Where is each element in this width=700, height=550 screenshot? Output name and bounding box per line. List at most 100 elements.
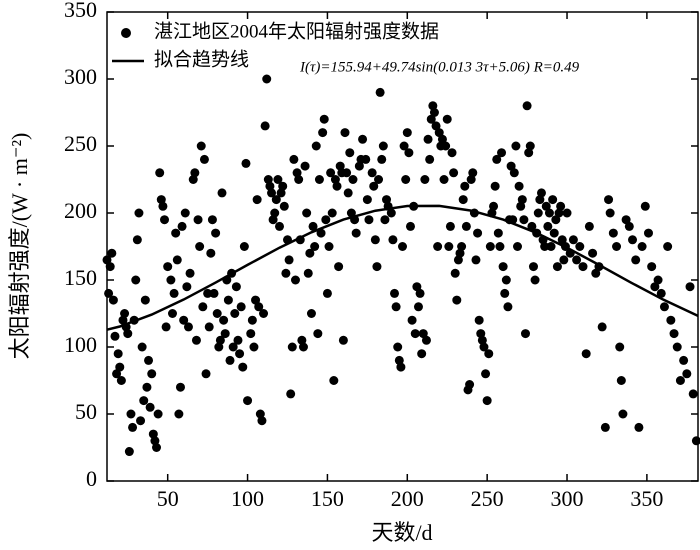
data-point — [252, 195, 262, 205]
data-point — [591, 268, 601, 278]
data-point — [313, 329, 323, 339]
data-point — [367, 168, 377, 178]
data-point — [672, 342, 682, 352]
y-tick-label: 50 — [75, 399, 97, 424]
data-point — [115, 362, 125, 372]
data-point — [514, 181, 524, 191]
data-point — [124, 447, 134, 457]
data-point — [204, 322, 214, 332]
annotation: I(τ)=155.94+49.74sin(0.013 3τ+5.06) R=0.… — [299, 59, 580, 75]
data-point — [433, 242, 443, 251]
data-point — [386, 208, 396, 218]
data-point — [155, 168, 165, 178]
data-point — [207, 215, 217, 225]
data-point — [597, 322, 607, 332]
data-point — [473, 228, 483, 238]
data-point — [380, 215, 390, 225]
data-point — [306, 309, 316, 318]
data-point — [289, 154, 299, 164]
data-point — [398, 242, 407, 251]
data-point — [236, 302, 246, 312]
data-point — [246, 329, 256, 339]
data-point — [243, 396, 253, 406]
trend-line — [106, 204, 699, 331]
x-tick-label: 350 — [630, 486, 663, 511]
data-point — [286, 389, 296, 399]
data-point — [233, 335, 243, 345]
data-point — [183, 322, 193, 332]
data-point — [503, 302, 513, 312]
data-point — [612, 242, 622, 251]
data-point — [105, 262, 115, 272]
data-point — [452, 295, 462, 305]
data-point — [275, 221, 285, 231]
data-point — [653, 275, 663, 285]
data-point — [107, 248, 117, 258]
data-point — [656, 288, 666, 298]
data-point — [215, 335, 225, 345]
data-point — [270, 208, 280, 218]
data-point — [426, 114, 436, 124]
data-point — [147, 369, 157, 379]
y-tick-label: 0 — [86, 466, 97, 491]
data-point — [220, 329, 230, 339]
data-point — [361, 154, 371, 164]
data-point — [501, 275, 511, 285]
data-point — [300, 161, 310, 171]
data-point — [490, 181, 500, 191]
data-point — [166, 275, 176, 285]
data-point — [519, 215, 529, 225]
data-point — [322, 288, 332, 298]
data-point — [278, 181, 288, 191]
data-point — [153, 409, 163, 419]
data-point — [557, 235, 567, 245]
data-point — [405, 221, 415, 231]
data-point — [540, 242, 550, 251]
data-point — [546, 242, 556, 251]
data-point — [362, 195, 372, 205]
data-point — [145, 402, 155, 412]
data-point — [364, 215, 374, 225]
data-point — [679, 355, 689, 365]
data-point — [201, 369, 211, 379]
data-point — [434, 128, 444, 138]
data-point — [167, 309, 177, 318]
data-point — [461, 221, 471, 231]
x-tick-label: 200 — [391, 486, 424, 511]
data-point — [484, 349, 494, 359]
data-point — [171, 228, 181, 238]
data-point — [206, 248, 216, 258]
data-point — [144, 355, 154, 365]
data-point — [251, 295, 261, 305]
data-point — [290, 275, 300, 285]
data-point — [230, 309, 240, 318]
data-point — [423, 134, 433, 144]
data-point — [536, 188, 546, 198]
data-point — [287, 342, 297, 352]
data-point — [495, 242, 505, 251]
data-point — [358, 134, 368, 144]
data-point — [421, 335, 431, 345]
data-point — [219, 315, 229, 325]
data-point — [223, 295, 233, 305]
x-tick-label: 100 — [231, 486, 264, 511]
data-point — [509, 168, 519, 178]
data-point — [340, 128, 350, 138]
data-point — [174, 409, 184, 419]
data-point — [273, 175, 283, 184]
data-point — [284, 255, 294, 265]
data-point — [445, 221, 455, 231]
data-point — [110, 331, 120, 341]
data-point — [675, 376, 685, 385]
data-point — [559, 255, 569, 265]
data-point — [474, 315, 484, 325]
y-tick-label: 350 — [64, 0, 97, 22]
data-point — [578, 262, 588, 272]
data-point — [624, 221, 634, 231]
data-point — [404, 148, 414, 158]
data-point — [139, 396, 149, 406]
data-point — [460, 181, 470, 191]
data-point — [235, 349, 245, 359]
data-point — [241, 158, 251, 168]
